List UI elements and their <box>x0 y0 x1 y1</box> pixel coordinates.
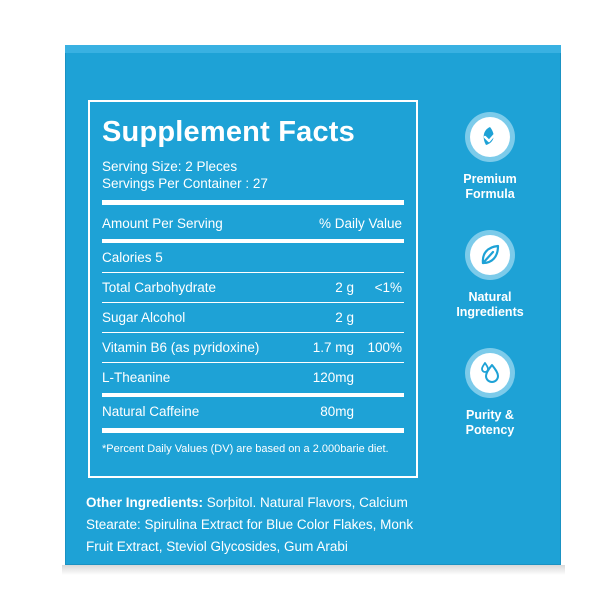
nutrient-label: Sugar Alcohol <box>102 310 186 325</box>
badge-label: Purity & Potency <box>440 408 540 438</box>
badge-line: Natural <box>468 290 512 304</box>
badge-line: Premium <box>463 172 517 186</box>
badge-label: Premium Formula <box>440 172 540 202</box>
medium-rule <box>102 239 404 243</box>
panel-title: Supplement Facts <box>102 116 355 148</box>
nutrient-amount: 80mg <box>320 404 354 419</box>
leaf-icon <box>470 235 510 275</box>
package-shadow <box>62 565 565 575</box>
nutrient-label: L-Theanine <box>102 370 171 385</box>
other-ingredients: Other Ingredients: Sorþitol. Natural Fla… <box>86 492 426 558</box>
badge-ring <box>465 348 515 398</box>
badge-ring <box>465 112 515 162</box>
nutrient-dv: <1% <box>374 280 402 295</box>
badge-label: Natural Ingredients <box>440 290 540 320</box>
badge-line: Purity & <box>466 408 514 422</box>
badge-natural-ingredients: Natural Ingredients <box>440 230 540 320</box>
nutrient-amount: 2 g <box>335 280 354 295</box>
serving-size: Serving Size: 2 Pleces <box>102 159 238 174</box>
supplement-facts-panel: Supplement Facts Serving Size: 2 Pleces … <box>88 100 418 478</box>
other-ingredients-label: Other Ingredients: <box>86 495 204 510</box>
thin-rule <box>102 332 404 333</box>
nutrient-amount: 1.7 mg <box>312 340 354 355</box>
badge-ring <box>465 230 515 280</box>
thin-rule <box>102 362 404 363</box>
badge-line: Ingredients <box>456 305 524 319</box>
daily-value-footnote: *Percent Daily Values (DV) are based on … <box>102 443 389 455</box>
other-ingredients-text: Sorþitol. Natural Flavors, Calcium Stear… <box>86 495 414 554</box>
thick-rule <box>102 200 404 205</box>
badge-line: Potency <box>465 423 515 437</box>
badge-line: Formula <box>465 187 515 201</box>
droplets-icon <box>470 353 510 393</box>
nutrient-label: Vitamin B6 (as pyridoxine) <box>102 340 260 355</box>
nutrient-label: Natural Caffeine <box>102 404 200 419</box>
servings-per-container: Servings Per Container : 27 <box>102 176 268 191</box>
thin-rule <box>102 302 404 303</box>
nutrient-label: Total Carbohydrate <box>102 280 217 295</box>
nutrient-amount: 2 g <box>335 310 354 325</box>
nutrient-label: Calories 5 <box>102 250 163 265</box>
leaf-check-icon <box>470 117 510 157</box>
package-top-edge <box>65 45 561 53</box>
thick-rule <box>102 428 404 433</box>
amount-per-serving-label: Amount Per Serving <box>102 216 223 231</box>
thin-rule <box>102 272 404 273</box>
nutrient-amount: 120mg <box>312 370 354 385</box>
badge-premium-formula: Premium Formula <box>440 112 540 202</box>
daily-value-label: % Daily Value <box>318 216 402 231</box>
medium-rule <box>102 393 404 397</box>
nutrient-dv: 100% <box>367 340 402 355</box>
badge-purity-potency: Purity & Potency <box>440 348 540 438</box>
